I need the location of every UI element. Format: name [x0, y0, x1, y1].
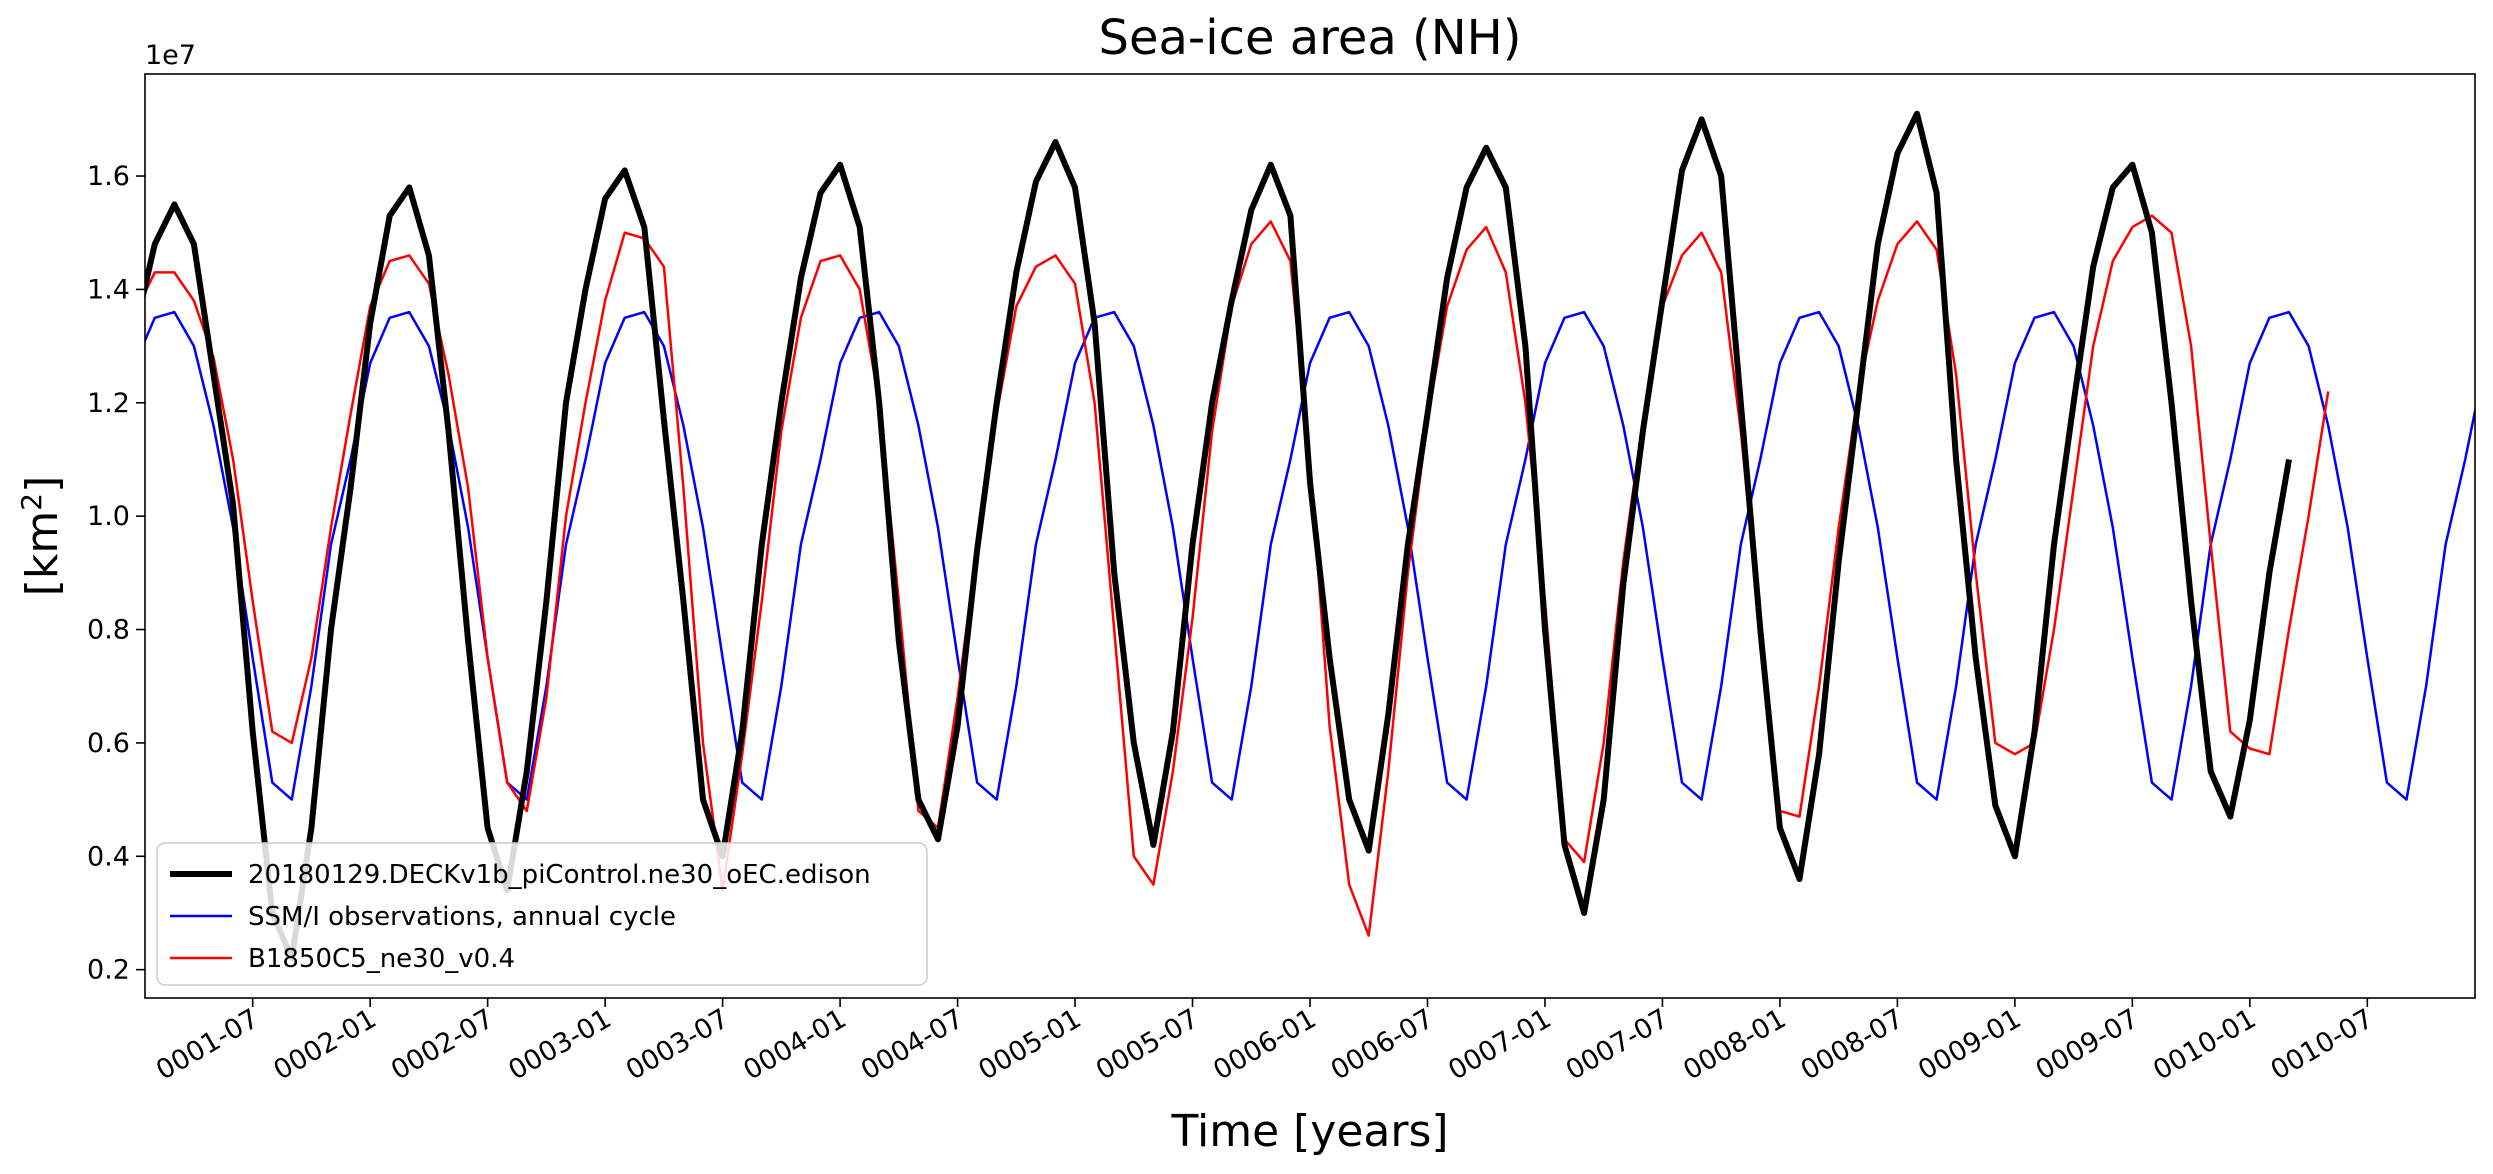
- y-tick-label: 0.8: [87, 615, 130, 646]
- y-axis-label-exp: 2: [15, 493, 48, 511]
- x-axis-label: Time [years]: [1170, 1106, 1448, 1157]
- series-group: [145, 110, 2475, 962]
- x-tick-label: 0004-07: [856, 1003, 969, 1086]
- x-tick-label: 0010-07: [2266, 1003, 2379, 1086]
- series-line-0: [145, 110, 2292, 962]
- y-tick-label: 0.2: [87, 955, 130, 986]
- x-tick-label: 0007-07: [1561, 1003, 1674, 1086]
- x-tick-label: 0009-07: [2031, 1003, 2144, 1086]
- x-tick-label: 0007-01: [1443, 1003, 1556, 1086]
- y-axis-label: [km2]: [15, 476, 69, 597]
- legend-label-1: SSM/I observations, annual cycle: [248, 902, 676, 932]
- y-axis: 0.2 0.4 0.6 0.8 1.0 1.2 1.4 1.6: [87, 161, 145, 986]
- x-axis: 0001-07 0002-01 0002-07 0003-01 0003-07 0004-…: [151, 998, 2379, 1086]
- x-tick-label: 0006-01: [1208, 1003, 1321, 1086]
- x-tick-label: 0003-07: [621, 1003, 734, 1086]
- y-axis-label-base: [km: [17, 511, 68, 597]
- legend-label-0: 20180129.DECKv1b_piControl.ne30_oEC.edis…: [248, 860, 871, 890]
- legend-box: [156, 842, 928, 986]
- x-tick-label: 0003-01: [503, 1003, 616, 1086]
- y-tick-label: 1.4: [87, 274, 130, 305]
- x-tick-label: 0004-01: [738, 1003, 851, 1086]
- x-tick-label: 0010-01: [2148, 1003, 2261, 1086]
- x-tick-label: 0001-07: [151, 1003, 264, 1086]
- y-tick-label: 1.0: [87, 501, 130, 532]
- chart-title: Sea-ice area (NH): [1099, 10, 1522, 66]
- legend: 20180129.DECKv1b_piControl.ne30_oEC.edis…: [156, 842, 928, 986]
- y-tick-label: 0.6: [87, 728, 130, 759]
- x-tick-label: 0006-07: [1326, 1003, 1439, 1086]
- x-tick-label: 0008-01: [1678, 1003, 1791, 1086]
- y-offset-label: 1e7: [145, 40, 196, 71]
- series-line-1: [145, 310, 2475, 801]
- x-tick-label: 0008-07: [1796, 1003, 1909, 1086]
- x-tick-label: 0009-01: [1913, 1003, 2026, 1086]
- y-tick-label: 1.6: [87, 161, 130, 192]
- y-tick-label: 1.2: [87, 388, 130, 419]
- x-tick-label: 0005-07: [1091, 1003, 1204, 1086]
- x-tick-label: 0002-01: [268, 1003, 381, 1086]
- x-tick-label: 0005-01: [973, 1003, 1086, 1086]
- y-tick-label: 0.4: [87, 841, 130, 872]
- x-tick-label: 0002-07: [386, 1003, 499, 1086]
- y-axis-label-close: ]: [17, 476, 68, 493]
- legend-label-2: B1850C5_ne30_v0.4: [248, 944, 515, 974]
